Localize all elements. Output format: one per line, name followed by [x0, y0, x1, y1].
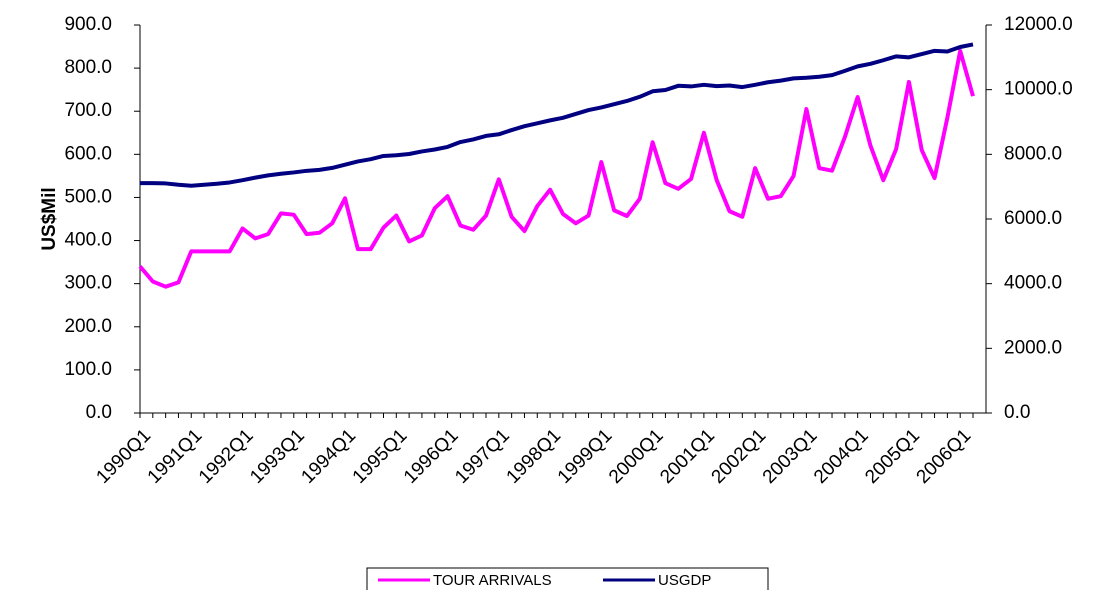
y2-tick-label: 12000.0 — [1004, 14, 1073, 35]
y-tick-label: 200.0 — [64, 316, 112, 337]
y2-tick-label: 8000.0 — [1004, 143, 1062, 164]
y2-tick-label: 10000.0 — [1004, 79, 1073, 100]
legend-label: USGDP — [658, 572, 711, 589]
x-tick-label: 1995Q1 — [349, 425, 412, 488]
y-tick-label: 100.0 — [64, 359, 112, 380]
x-tick-label: 2004Q1 — [810, 425, 873, 488]
legend-label: TOUR ARRIVALS — [433, 572, 552, 589]
y2-tick-label: 0.0 — [1004, 402, 1030, 423]
y-tick-label: 400.0 — [64, 230, 112, 251]
x-tick-label: 1992Q1 — [195, 425, 258, 488]
y2-tick-label: 4000.0 — [1004, 273, 1062, 294]
y-tick-label: 800.0 — [64, 57, 112, 78]
series-line — [140, 42, 974, 188]
y-tick-label: 300.0 — [64, 273, 112, 294]
x-tick-label: 1998Q1 — [503, 425, 566, 488]
x-tick-label: 2001Q1 — [656, 425, 719, 488]
x-tick-label: 2006Q1 — [913, 425, 976, 488]
x-tick-label: 1994Q1 — [297, 425, 360, 488]
y-tick-label: 500.0 — [64, 186, 112, 207]
y-tick-label: 700.0 — [64, 100, 112, 121]
x-tick-label: 2000Q1 — [605, 425, 668, 488]
y-tick-label: 900.0 — [64, 14, 112, 35]
x-tick-label: 2005Q1 — [861, 425, 924, 488]
x-tick-label: 1996Q1 — [400, 425, 463, 488]
x-tick-label: 2003Q1 — [759, 425, 822, 488]
x-tick-label: 1993Q1 — [246, 425, 309, 488]
series-line — [138, 48, 975, 289]
y2-tick-label: 6000.0 — [1004, 208, 1062, 229]
y-tick-label: 0.0 — [86, 402, 112, 423]
x-tick-label: 1999Q1 — [554, 425, 617, 488]
y2-tick-label: 2000.0 — [1004, 337, 1062, 358]
y-axis-label: US$Mil — [39, 187, 60, 250]
legend-box — [366, 567, 769, 590]
x-tick-label: 2002Q1 — [708, 425, 771, 488]
x-tick-label: 1990Q1 — [92, 425, 155, 488]
x-tick-label: 1997Q1 — [451, 425, 514, 488]
y-tick-label: 600.0 — [64, 143, 112, 164]
x-tick-label: 1991Q1 — [144, 425, 207, 488]
